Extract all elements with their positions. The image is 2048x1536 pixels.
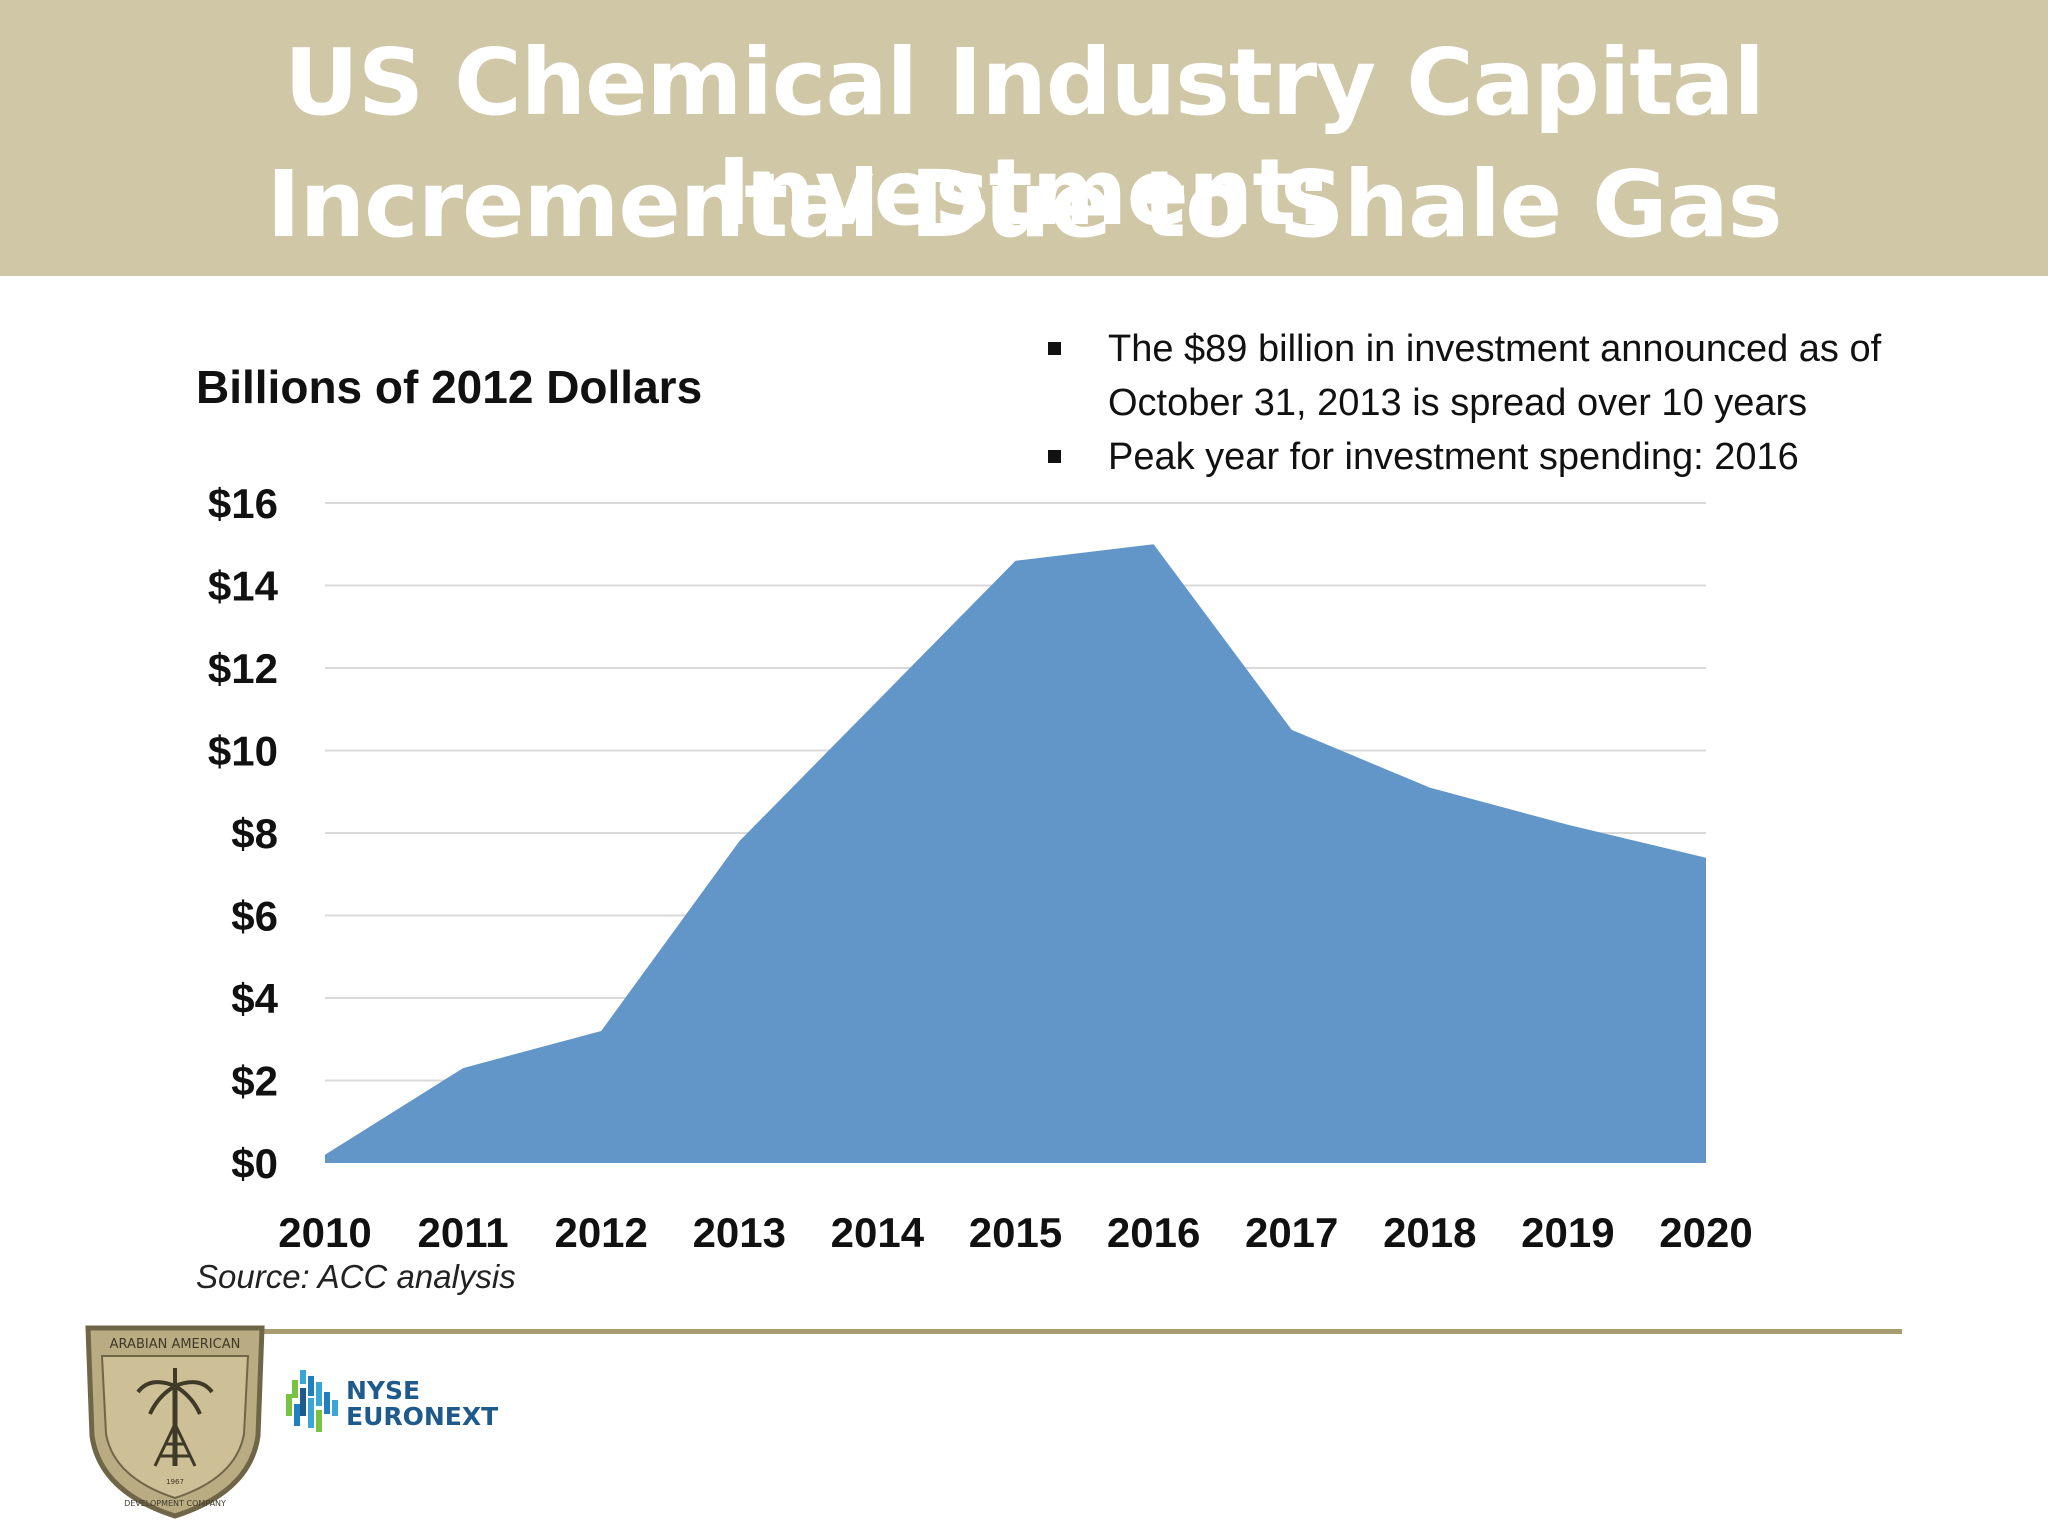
nyse-euronext-wordmark: NYSE EURONEXT [346,1378,498,1430]
aadc-logo: ARABIAN AMERICAN 1967 DEVELOPMENT COMPAN… [85,1325,265,1519]
x-tick-label: 2013 [693,1209,786,1256]
aadc-year: 1967 [166,1478,184,1486]
area-series-fill [325,544,1706,1163]
note-text: The $89 billion in investment announced … [1108,328,1882,424]
y-tick-label: $14 [208,563,279,610]
y-axis-label: Billions of 2012 Dollars [196,361,703,413]
y-tick-label: $2 [231,1058,278,1105]
x-tick-label: 2011 [418,1209,509,1256]
note-item: Peak year for investment spending: 2016 [1040,430,2020,484]
y-axis-ticks: $0 $2 $4 $6 $8 $10 $12 $14 $16 [208,480,279,1187]
x-tick-label: 2017 [1245,1209,1338,1256]
area-series [325,544,1706,1163]
y-tick-label: $6 [231,893,278,940]
footer-divider [250,1329,1902,1334]
x-tick-label: 2014 [831,1209,925,1256]
nyse-line-1: NYSE [346,1376,421,1405]
bullet-square-icon [1048,450,1061,463]
notes-list: The $89 billion in investment announced … [1040,322,2020,484]
x-tick-label: 2018 [1383,1209,1476,1256]
x-tick-label: 2015 [969,1209,1062,1256]
note-text: Peak year for investment spending: 2016 [1108,436,1799,478]
bullet-square-icon [1048,342,1061,355]
x-tick-label: 2020 [1659,1209,1752,1256]
source-note: Source: ACC analysis [196,1258,516,1295]
x-axis-ticks: 2010 2011 2012 2013 2014 2015 2016 2017 2018 2019… [278,1209,1752,1256]
nyse-line-2: EURONEXT [346,1402,499,1431]
x-tick-label: 2019 [1521,1209,1614,1256]
y-tick-label: $0 [231,1140,278,1187]
slide-title-line-2: Incremental Due to Shale Gas [266,151,1782,258]
aadc-text-bottom: DEVELOPMENT COMPANY [124,1499,226,1508]
x-tick-label: 2012 [554,1209,647,1256]
x-tick-label: 2016 [1107,1209,1200,1256]
y-tick-label: $8 [231,810,278,857]
slide-title-line-1: US Chemical Industry Capital Investment: [284,29,1765,246]
note-item: The $89 billion in investment announced … [1040,322,2020,430]
y-tick-label: $12 [208,645,278,692]
y-tick-label: $4 [231,975,278,1022]
y-tick-label: $16 [208,480,278,527]
aadc-text-top: ARABIAN AMERICAN [110,1337,241,1352]
y-tick-label: $10 [208,728,278,775]
title-banner: US Chemical Industry Capital Investment:… [0,0,2048,276]
x-tick-label: 2010 [278,1209,371,1256]
nyse-euronext-logo-icon [286,1370,338,1432]
